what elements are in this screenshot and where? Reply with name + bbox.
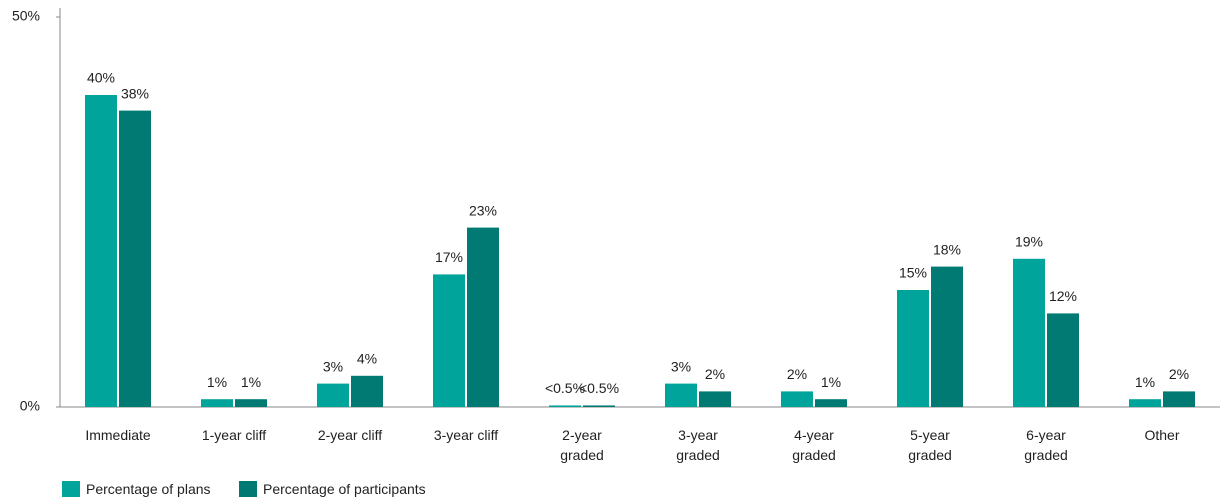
x-tick-label: 2-year cliff — [317, 427, 383, 443]
x-tick-label: Other — [1144, 427, 1180, 443]
data-label: 2% — [787, 366, 807, 382]
x-tick-label: 3-year cliff — [433, 427, 499, 443]
bar — [549, 405, 581, 407]
data-label: 38% — [121, 85, 149, 101]
x-tick-label: 3-year graded — [676, 427, 720, 463]
bar — [1163, 391, 1195, 407]
data-label: 1% — [1135, 374, 1155, 390]
bar — [317, 383, 349, 407]
legend-label: Percentage of plans — [86, 481, 211, 497]
bar — [699, 391, 731, 407]
legend-label: Percentage of participants — [263, 481, 426, 497]
bar — [351, 375, 383, 407]
data-label: 1% — [207, 374, 227, 390]
data-label: 15% — [899, 265, 927, 281]
x-tick-label: 2-year graded — [560, 427, 604, 463]
data-label: 18% — [933, 241, 961, 257]
legend-item: Percentage of plans — [62, 481, 211, 497]
data-label: 23% — [469, 202, 497, 218]
bar — [665, 383, 697, 407]
data-label: 1% — [241, 374, 261, 390]
bar — [1047, 313, 1079, 407]
bar — [235, 399, 267, 407]
bar — [433, 274, 465, 407]
x-tick-label: 5-year graded — [908, 427, 952, 463]
y-tick-label: 0% — [20, 398, 40, 414]
x-tick-label: 6-year graded — [1024, 427, 1068, 463]
bar — [201, 399, 233, 407]
data-label: 40% — [87, 70, 115, 86]
legend-swatch — [239, 481, 257, 497]
x-tick-label: 4-year graded — [792, 427, 836, 463]
bar — [897, 290, 929, 407]
legend-item: Percentage of participants — [239, 481, 426, 497]
data-label: 19% — [1015, 234, 1043, 250]
bar — [1013, 258, 1045, 407]
data-label: <0.5% — [579, 380, 619, 396]
data-label: 2% — [1169, 366, 1189, 382]
bar — [1129, 399, 1161, 407]
bar — [815, 399, 847, 407]
bar — [119, 110, 151, 407]
data-label: <0.5% — [545, 380, 585, 396]
x-tick-label: Immediate — [85, 427, 151, 443]
data-label: 12% — [1049, 288, 1077, 304]
bar — [931, 266, 963, 407]
data-label: 3% — [671, 358, 691, 374]
bar — [467, 227, 499, 407]
data-label: 2% — [705, 366, 725, 382]
data-label: 4% — [357, 351, 377, 367]
data-label: 1% — [821, 374, 841, 390]
y-tick-label: 50% — [12, 8, 40, 24]
legend-swatch — [62, 481, 80, 497]
bar — [583, 405, 615, 407]
bar — [85, 95, 117, 407]
data-label: 3% — [323, 358, 343, 374]
data-label: 17% — [435, 249, 463, 265]
bar — [781, 391, 813, 407]
x-tick-label: 1-year cliff — [201, 427, 267, 443]
